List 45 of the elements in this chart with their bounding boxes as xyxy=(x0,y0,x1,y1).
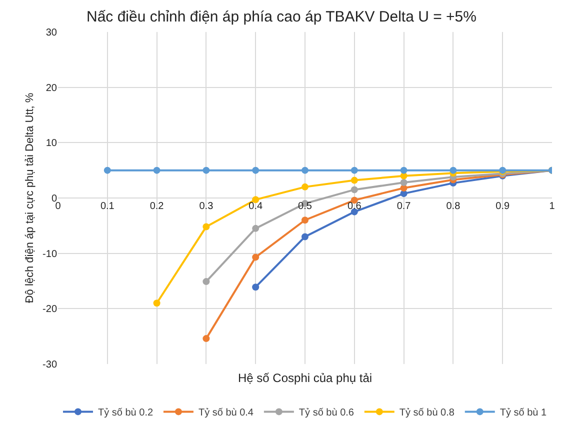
y-tick-label: 30 xyxy=(46,28,58,38)
legend-label: Tỷ số bù 0.8 xyxy=(399,408,455,419)
point xyxy=(252,254,260,261)
point xyxy=(104,166,111,174)
y-axis-title: Độ lệch điện áp tại cực phụ tải Delta Utt, % xyxy=(24,92,36,304)
legend-label: Tỷ số bù 0.6 xyxy=(298,408,354,419)
point xyxy=(202,278,210,286)
point xyxy=(252,284,260,291)
x-tick-label: 0.2 xyxy=(150,201,164,212)
y-tick-label: 10 xyxy=(46,138,58,150)
x-tick-label: 0.7 xyxy=(396,201,412,212)
point xyxy=(252,224,260,232)
point xyxy=(202,335,210,342)
x-tick-label: 0.4 xyxy=(248,201,263,212)
point xyxy=(400,166,408,174)
chart-title: Nấc điều chỉnh điện áp phía cao áp TBAKV Delta U = +5% xyxy=(86,8,476,26)
x-tick-label: 0.5 xyxy=(298,201,312,212)
y-tick-label: -10 xyxy=(42,248,58,260)
y-tick-label: -30 xyxy=(42,360,58,370)
y-tick-label: -20 xyxy=(42,304,58,316)
legend-label: Tỷ số bù 1 xyxy=(500,408,547,419)
point xyxy=(350,186,358,194)
point xyxy=(153,166,160,174)
y-tick-label: 20 xyxy=(46,82,58,94)
point xyxy=(350,166,358,174)
x-tick-label: 0.8 xyxy=(446,201,461,212)
x-tick-label: 0.3 xyxy=(199,201,214,212)
legend-label: Tỷ số bù 0.2 xyxy=(98,408,154,419)
legend-label: Tỷ số bù 0.4 xyxy=(198,408,254,419)
point xyxy=(350,176,358,184)
point xyxy=(153,300,160,307)
x-tick-label: 0.9 xyxy=(496,201,510,212)
point xyxy=(302,216,308,224)
point xyxy=(252,166,260,174)
x-tick-label: 0.6 xyxy=(347,201,362,212)
x-axis-title: Hệ số Cosphi của phụ tải xyxy=(238,371,372,385)
point xyxy=(202,166,210,174)
point xyxy=(302,166,308,174)
point xyxy=(302,183,308,190)
point xyxy=(450,166,457,174)
point xyxy=(400,179,408,186)
point xyxy=(202,223,210,230)
x-tick-label: 0.1 xyxy=(100,201,115,212)
point xyxy=(302,233,308,240)
x-tick-label: 1 xyxy=(549,201,556,212)
